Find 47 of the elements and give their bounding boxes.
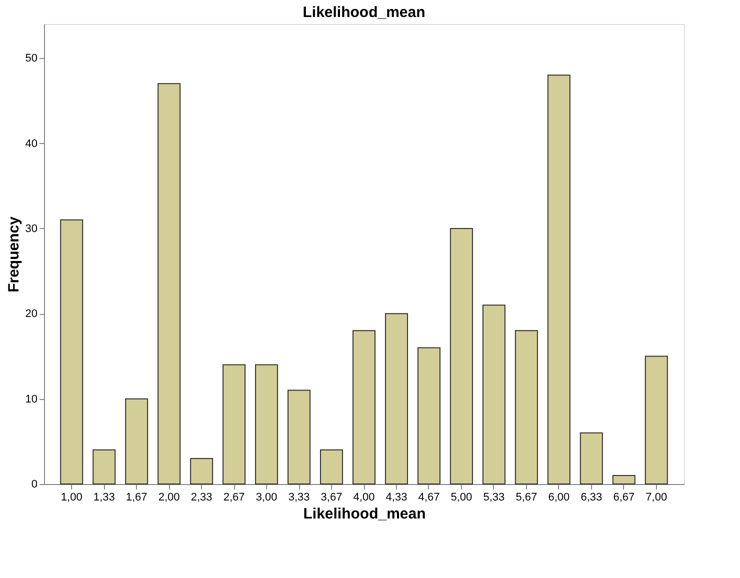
- bar: [612, 474, 636, 484]
- x-tick-label: 1,67: [126, 492, 148, 504]
- bar: [514, 330, 538, 484]
- x-tick-label: 6,33: [580, 492, 602, 504]
- y-axis-title: Frequency: [5, 216, 22, 292]
- y-tick-label: 40: [25, 138, 38, 150]
- chart-title: Likelihood_mean: [302, 4, 426, 21]
- bar: [158, 83, 181, 484]
- bar: [60, 219, 84, 484]
- x-tick-label: 4,67: [418, 492, 440, 504]
- x-tick-label: 3,67: [320, 492, 342, 504]
- y-tick-label: 0: [31, 478, 38, 490]
- y-tick-label: 20: [25, 308, 38, 320]
- bar: [222, 364, 246, 484]
- bar: [125, 398, 148, 484]
- bar: [450, 228, 473, 484]
- x-tick-label: 6,00: [548, 492, 570, 504]
- bar: [190, 458, 214, 484]
- bar: [384, 313, 408, 484]
- x-tick-label: 4,33: [386, 492, 408, 504]
- bar: [92, 449, 116, 484]
- bar: [352, 330, 376, 484]
- x-axis-title: Likelihood_mean: [303, 506, 426, 522]
- y-tick-label: 30: [25, 222, 38, 235]
- bar: [255, 364, 278, 484]
- x-tick-label: 3,00: [256, 492, 278, 504]
- bar: [644, 356, 668, 484]
- x-tick-label: 4,00: [353, 492, 375, 504]
- bar: [482, 304, 506, 484]
- x-tick-label: 5,67: [516, 492, 538, 504]
- x-tick-label: 2,33: [190, 492, 212, 504]
- x-tick-label: 5,33: [483, 492, 505, 504]
- x-tick-label: 1,33: [93, 492, 115, 504]
- bar: [417, 347, 440, 484]
- y-tick-label: 50: [25, 52, 38, 65]
- x-tick-label: 2,67: [223, 492, 245, 504]
- bar: [320, 449, 344, 484]
- x-tick-label: 6,67: [613, 492, 635, 504]
- bar: [288, 390, 311, 484]
- x-tick-label: 3,33: [288, 492, 310, 504]
- y-tick-label: 10: [25, 393, 38, 406]
- x-tick-label: 7,00: [646, 492, 668, 504]
- bar: [547, 74, 570, 484]
- x-tick-label: 1,00: [60, 492, 82, 504]
- x-tick-label: 2,00: [158, 492, 180, 504]
- x-tick-label: 5,00: [450, 492, 472, 504]
- bar: [580, 432, 603, 484]
